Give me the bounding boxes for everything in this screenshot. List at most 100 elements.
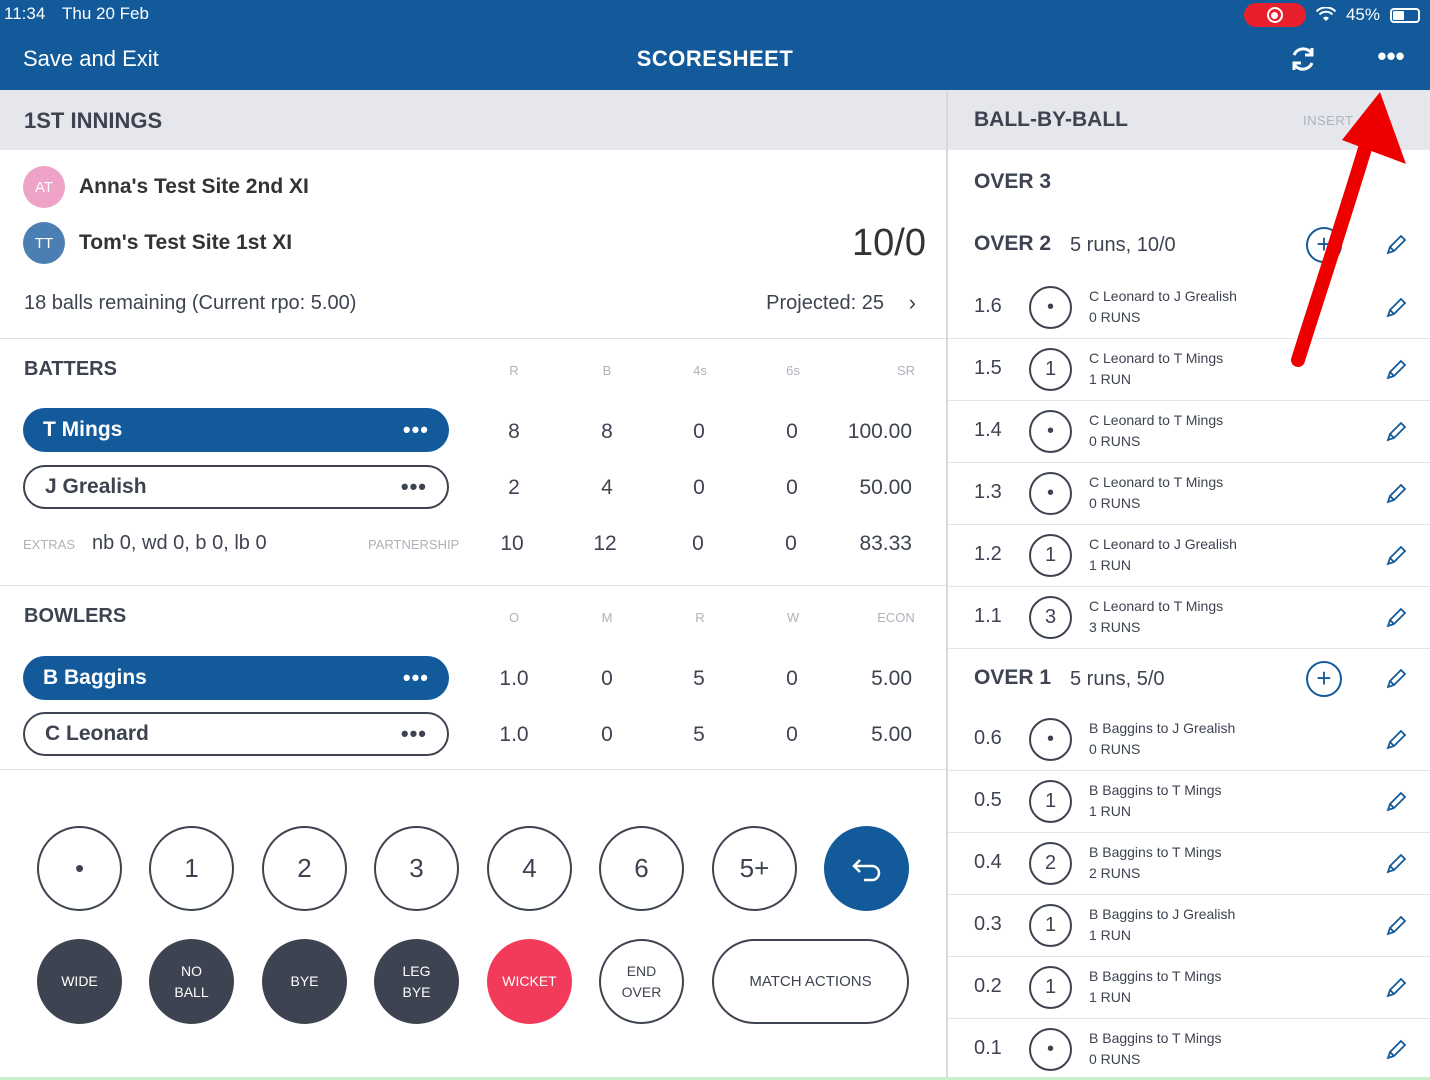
ball-runs-line: 1 RUN [1089, 371, 1132, 387]
run-3-button[interactable]: 3 [374, 826, 459, 911]
partnership-sixes: 0 [785, 532, 797, 555]
more-icon[interactable]: ••• [402, 665, 429, 690]
ball-description: C Leonard to J Grealish 0 RUNS [1089, 286, 1237, 328]
ball-row[interactable]: 1.5 1 C Leonard to T Mings 1 RUN [948, 339, 1430, 401]
screen-record-icon[interactable] [1243, 3, 1306, 27]
more-icon[interactable]: ••• [400, 474, 427, 499]
more-options-icon[interactable]: ••• [1377, 41, 1405, 71]
edit-icon[interactable] [1384, 420, 1408, 444]
ball-row[interactable]: 0.3 1 B Baggins to J Grealish 1 RUN [948, 895, 1430, 957]
save-exit-button[interactable]: Save and Exit [23, 46, 159, 71]
col-header: SR [896, 363, 916, 378]
ball-result: 2 [1029, 842, 1072, 885]
edit-icon[interactable] [1384, 606, 1408, 630]
col-header: R [509, 363, 519, 378]
edit-icon[interactable] [1384, 296, 1408, 320]
divider [948, 586, 1430, 587]
avatar: AT [23, 166, 65, 208]
ball-row[interactable]: 1.3 • C Leonard to T Mings 0 RUNS [948, 463, 1430, 525]
no-ball-button[interactable]: NO BALL [149, 939, 234, 1024]
ball-row[interactable]: 1.4 • C Leonard to T Mings 0 RUNS [948, 401, 1430, 463]
bye-button[interactable]: BYE [262, 939, 347, 1024]
edit-icon[interactable] [1384, 914, 1408, 938]
run-1-button[interactable]: 1 [149, 826, 234, 911]
ball-runs-line: 0 RUNS [1089, 1051, 1141, 1067]
ball-number: 0.4 [974, 851, 1002, 873]
ball-row[interactable]: 0.5 1 B Baggins to T Mings 1 RUN [948, 771, 1430, 833]
divider [948, 400, 1430, 401]
wicket-button[interactable]: WICKET [487, 939, 572, 1024]
ball-row[interactable]: 1.1 3 C Leonard to T Mings 3 RUNS [948, 587, 1430, 649]
divider [948, 524, 1430, 525]
leg-bye-button[interactable]: LEG BYE [374, 939, 459, 1024]
ball-result: 3 [1029, 596, 1072, 639]
ball-result: • [1029, 718, 1072, 761]
edit-icon[interactable] [1384, 667, 1408, 691]
more-icon[interactable]: ••• [400, 721, 427, 746]
edit-icon[interactable] [1384, 233, 1408, 257]
more-icon[interactable]: ••• [402, 417, 429, 442]
chevron-right-icon[interactable]: › [908, 290, 916, 315]
projected-score[interactable]: Projected: 25 [766, 292, 884, 314]
partnership-label: PARTNERSHIP [368, 537, 460, 552]
run-5plus-button[interactable]: 5+ [712, 826, 797, 911]
edit-icon[interactable] [1384, 790, 1408, 814]
edit-icon[interactable] [1384, 482, 1408, 506]
batter-balls: 4 [601, 476, 613, 499]
ball-by-ball-header: BALL-BY-BALL INSERT [948, 90, 1430, 150]
ball-row[interactable]: 0.4 2 B Baggins to T Mings 2 RUNS [948, 833, 1430, 895]
partnership-balls: 12 [593, 532, 617, 555]
edit-icon[interactable] [1384, 544, 1408, 568]
ball-description-line: B Baggins to T Mings [1089, 844, 1222, 860]
batter-fours: 0 [693, 476, 705, 499]
edit-icon[interactable] [1384, 852, 1408, 876]
edit-icon[interactable] [1384, 976, 1408, 1000]
ball-row[interactable]: 0.2 1 B Baggins to T Mings 1 RUN [948, 957, 1430, 1019]
ball-description-line: C Leonard to J Grealish [1089, 536, 1237, 552]
ball-result: • [1029, 472, 1072, 515]
ball-by-ball-title: BALL-BY-BALL [974, 108, 1128, 131]
ball-number: 0.2 [974, 975, 1002, 997]
batter-balls: 8 [601, 420, 613, 443]
ball-result: 1 [1029, 904, 1072, 947]
ball-description-line: C Leonard to T Mings [1089, 350, 1224, 366]
run-2-button[interactable]: 2 [262, 826, 347, 911]
ball-description-line: C Leonard to T Mings [1089, 474, 1224, 490]
end-over-button[interactable]: END OVER [599, 939, 684, 1024]
undo-icon [851, 858, 880, 881]
divider [948, 894, 1430, 895]
wide-button[interactable]: WIDE [37, 939, 122, 1024]
edit-icon[interactable] [1384, 728, 1408, 752]
ball-number: 0.3 [974, 913, 1002, 935]
insert-button[interactable]: INSERT [1303, 113, 1354, 128]
edit-icon[interactable] [1384, 1038, 1408, 1062]
ball-row[interactable]: 1.2 1 C Leonard to J Grealish 1 RUN [948, 525, 1430, 587]
dot-ball-button[interactable]: • [37, 826, 122, 911]
bowler-maidens: 0 [601, 667, 613, 690]
ball-result: 1 [1029, 534, 1072, 577]
refresh-icon[interactable] [1288, 44, 1318, 74]
bowler-wickets: 0 [786, 667, 798, 690]
ball-description: C Leonard to T Mings 1 RUN [1089, 348, 1223, 390]
bowler-pill-current[interactable]: B Baggins ••• [23, 656, 449, 700]
ball-description-line: C Leonard to T Mings [1089, 598, 1224, 614]
ball-runs-line: 1 RUN [1089, 927, 1132, 943]
bowler-econ: 5.00 [871, 667, 912, 690]
run-4-button[interactable]: 4 [487, 826, 572, 911]
add-ball-icon[interactable]: + [1306, 661, 1342, 697]
undo-button[interactable] [824, 826, 909, 911]
bowler-pill-other[interactable]: C Leonard ••• [23, 712, 449, 756]
batter-pill-non-striker[interactable]: J Grealish ••• [23, 465, 449, 509]
partnership-runs: 10 [500, 532, 524, 555]
ball-runs-line: 0 RUNS [1089, 741, 1141, 757]
ball-row[interactable]: 0.6 • B Baggins to J Grealish 0 RUNS [948, 709, 1430, 771]
edit-icon[interactable] [1384, 358, 1408, 382]
batter-pill-striker[interactable]: T Mings ••• [23, 408, 449, 452]
run-6-button[interactable]: 6 [599, 826, 684, 911]
ball-row[interactable]: 1.6 • C Leonard to J Grealish 0 RUNS [948, 277, 1430, 339]
add-ball-icon[interactable]: + [1306, 227, 1342, 263]
team-row-batting-second: AT Anna's Test Site 2nd XI [23, 166, 309, 208]
match-actions-button[interactable]: MATCH ACTIONS [712, 939, 909, 1024]
ball-row[interactable]: 0.1 • B Baggins to T Mings 0 RUNS [948, 1019, 1430, 1080]
status-right: 45% [1243, 3, 1420, 27]
